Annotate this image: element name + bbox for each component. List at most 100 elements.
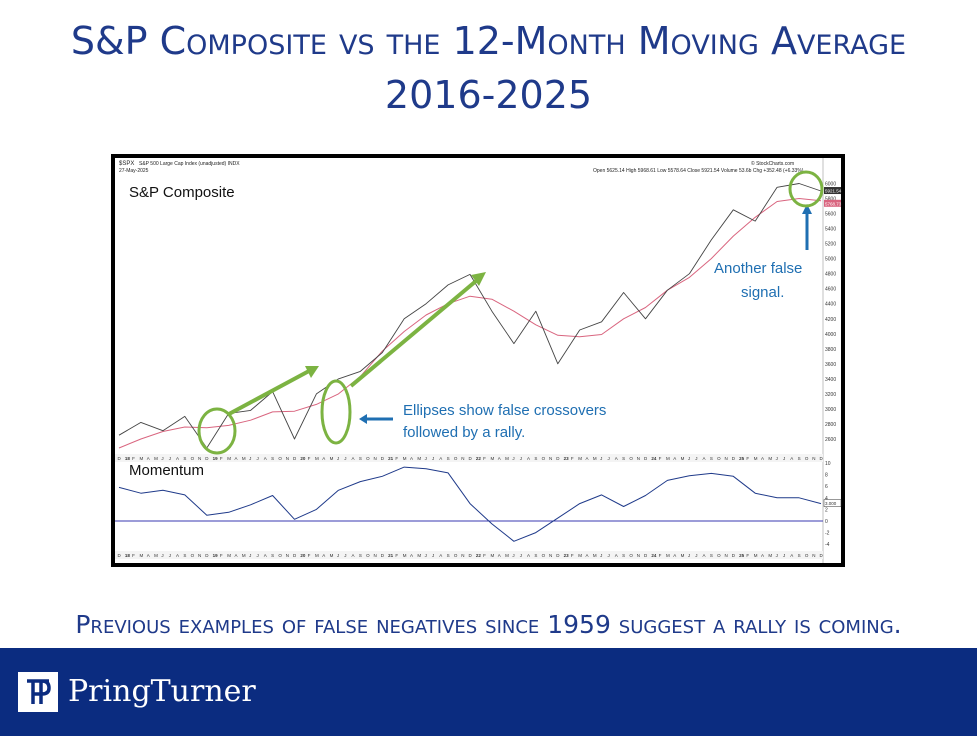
month-tick-label: A — [322, 456, 325, 461]
price-tick-label: 4000 — [825, 332, 836, 338]
month-tick-label: A — [176, 553, 179, 558]
month-tick-label: D — [644, 553, 648, 558]
chart-frame: $SPX S&P 500 Large Cap Index (unadjusted… — [111, 154, 845, 567]
month-tick-label: O — [629, 553, 633, 558]
price-tick-label: 4400 — [825, 302, 836, 308]
month-tick-label: J — [512, 456, 514, 461]
month-tick-label: N — [812, 553, 815, 558]
month-tick-label: M — [578, 553, 582, 558]
month-tick-label: N — [637, 456, 640, 461]
month-tick-label: N — [461, 456, 464, 461]
month-tick-label: M — [154, 456, 158, 461]
price-tick-label: 4800 — [825, 272, 836, 278]
month-tick-label: M — [242, 456, 246, 461]
month-tick-label: M — [681, 553, 685, 558]
false-crossover-ellipse-2020 — [320, 379, 352, 445]
price-panel-label: S&P Composite — [129, 184, 235, 201]
month-tick-label: S — [534, 456, 537, 461]
month-tick-label: F — [395, 456, 398, 461]
month-tick-label: N — [549, 456, 552, 461]
month-tick-label: M — [403, 456, 407, 461]
year-tick-label: 19 — [213, 553, 219, 558]
month-tick-label: D — [644, 456, 648, 461]
month-tick-label: M — [227, 456, 231, 461]
year-tick-label: 25 — [739, 456, 745, 461]
month-tick-label: A — [147, 456, 150, 461]
month-tick-label: J — [432, 456, 434, 461]
momentum-tick-label: -2 — [825, 531, 830, 537]
month-tick-label: F — [220, 553, 223, 558]
month-tick-label: O — [542, 553, 546, 558]
month-tick-label: M — [754, 456, 758, 461]
momentum-tick-label: -4 — [825, 542, 830, 548]
slide-subtitle-years: 2016-2025 — [384, 73, 593, 117]
month-tick-label: A — [352, 553, 355, 558]
month-tick-label: S — [622, 553, 625, 558]
month-tick-label: M — [490, 553, 494, 558]
month-tick-label: N — [373, 456, 376, 461]
month-tick-label: M — [139, 553, 143, 558]
year-tick-label: 24 — [651, 456, 657, 461]
month-tick-label: F — [483, 553, 486, 558]
month-tick-label: A — [673, 456, 676, 461]
month-tick-label: A — [439, 553, 442, 558]
month-tick-label: M — [754, 553, 758, 558]
price-tick-label: 5800 — [825, 197, 836, 203]
month-tick-label: O — [366, 553, 370, 558]
year-tick-label: 20 — [300, 456, 306, 461]
year-tick-label: 21 — [388, 553, 394, 558]
month-tick-label: J — [695, 553, 697, 558]
month-tick-label: J — [600, 456, 602, 461]
month-tick-label: D — [469, 553, 473, 558]
month-tick-label: J — [425, 553, 427, 558]
chart-svg: $SPX S&P 500 Large Cap Index (unadjusted… — [115, 158, 842, 563]
rally-arrow-2 — [349, 279, 478, 388]
month-tick-label: D — [732, 456, 736, 461]
price-tick-label: 3000 — [825, 407, 836, 413]
month-tick-label: O — [191, 456, 195, 461]
month-tick-label: O — [191, 553, 195, 558]
price-tick-label: 3800 — [825, 347, 836, 353]
month-tick-label: O — [278, 456, 282, 461]
month-axis-strip — [115, 454, 823, 462]
month-tick-label: N — [198, 553, 201, 558]
month-tick-label: M — [505, 456, 509, 461]
month-tick-label: O — [805, 456, 809, 461]
year-tick-label: 25 — [739, 553, 745, 558]
momentum-last-value: 3.000 — [825, 501, 837, 506]
month-tick-label: M — [666, 456, 670, 461]
month-tick-label: A — [264, 553, 267, 558]
month-tick-label: A — [703, 553, 706, 558]
month-tick-label: S — [447, 456, 450, 461]
month-tick-label: M — [593, 553, 597, 558]
slide-title: S&P Composite vs the 12-Month Moving Ave… — [70, 19, 907, 63]
month-tick-label: D — [293, 456, 297, 461]
price-tick-label: 3400 — [825, 377, 836, 383]
year-tick-label: 24 — [651, 553, 657, 558]
month-tick-label: A — [790, 553, 793, 558]
month-tick-label: N — [373, 553, 376, 558]
month-tick-label: F — [659, 456, 662, 461]
price-tick-label: 4200 — [825, 317, 836, 323]
month-tick-label: M — [768, 456, 772, 461]
momentum-tick-label: 0 — [825, 519, 828, 525]
price-label-box — [119, 178, 249, 202]
chart-index-name: S&P 500 Large Cap Index (unadjusted) IND… — [139, 161, 240, 167]
month-tick-label: O — [366, 456, 370, 461]
month-tick-label: O — [717, 553, 721, 558]
month-tick-label: M — [578, 456, 582, 461]
month-tick-label: D — [732, 553, 736, 558]
month-tick-label: A — [527, 553, 530, 558]
month-tick-label: N — [812, 456, 815, 461]
month-tick-label: S — [183, 553, 186, 558]
slide-caption: Previous examples of false negatives sin… — [75, 610, 902, 639]
month-tick-label: M — [593, 456, 597, 461]
month-tick-label: O — [717, 456, 721, 461]
momentum-panel-label: Momentum — [129, 462, 204, 479]
month-tick-label: O — [805, 553, 809, 558]
month-tick-label: M — [139, 456, 143, 461]
month-tick-label: F — [308, 456, 311, 461]
month-tick-label: M — [403, 553, 407, 558]
moving-average-line — [118, 198, 822, 449]
month-tick-label: A — [586, 456, 589, 461]
